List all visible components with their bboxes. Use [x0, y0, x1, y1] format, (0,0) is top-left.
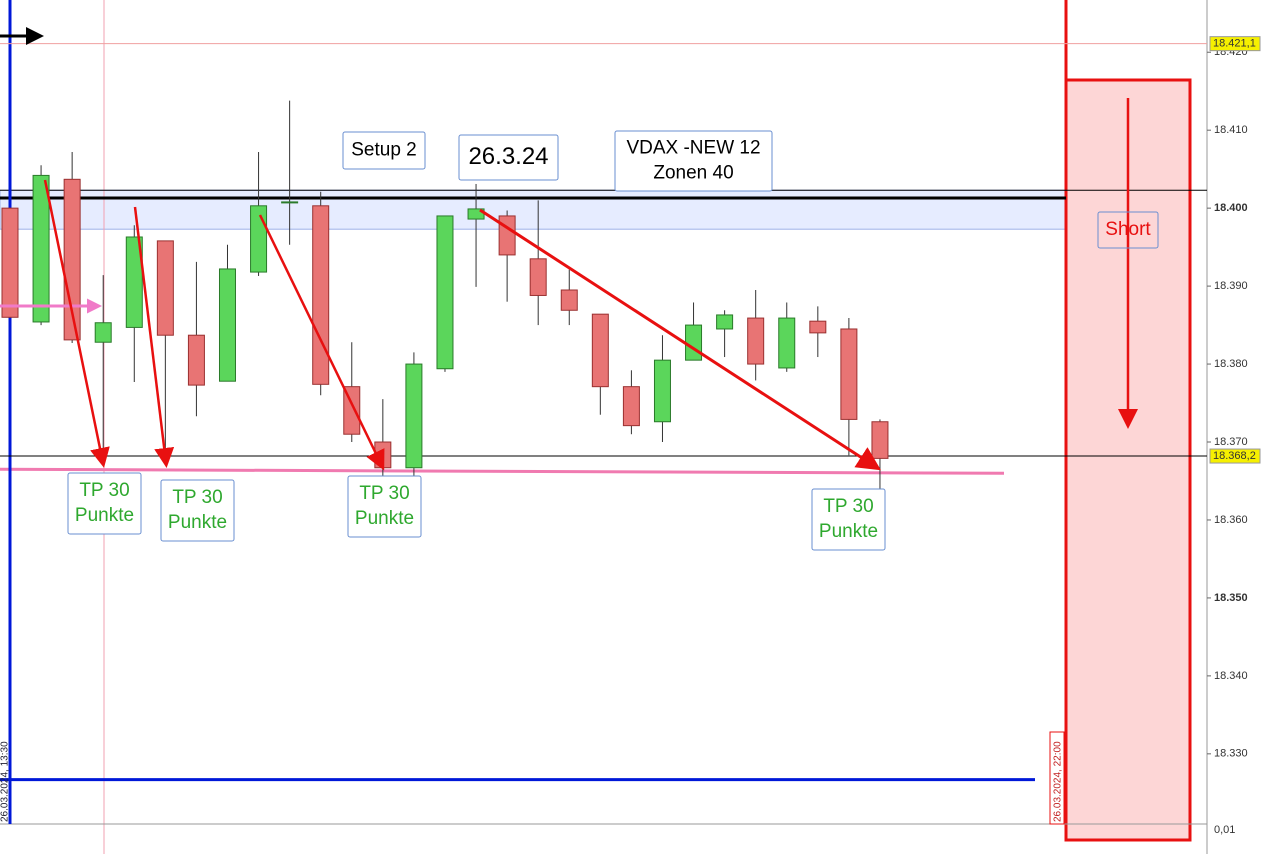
candle-body	[622, 386, 640, 427]
candle-body	[125, 236, 143, 328]
candle-body	[156, 240, 174, 336]
annotation-text: Punkte	[355, 508, 414, 529]
support-line	[0, 467, 1005, 475]
candle-body	[218, 268, 236, 382]
y-tick-label: 18.360	[1214, 514, 1248, 526]
annotation-text: TP 30	[79, 480, 129, 501]
annotation-box	[1097, 211, 1159, 249]
y-tick-label: 18.350	[1214, 592, 1248, 604]
candle-body	[685, 324, 703, 361]
annotation-box	[342, 131, 426, 170]
y-tick-label: 18.410	[1214, 124, 1248, 136]
arrow	[258, 214, 385, 471]
annotation-text: 26.3.24	[468, 143, 548, 170]
candle-body	[809, 320, 827, 334]
candle-body	[32, 174, 50, 323]
candle-body	[747, 317, 765, 365]
annotation-box	[811, 488, 886, 551]
candle-body	[529, 258, 547, 296]
annotation-box	[458, 134, 559, 181]
annotation-text: Punkte	[819, 521, 878, 542]
marks	[1, 100, 889, 538]
annotation-box	[614, 130, 773, 192]
price-tag	[1209, 36, 1261, 52]
candle-body	[653, 359, 671, 423]
candle-body	[498, 215, 516, 256]
candle-body	[778, 317, 796, 369]
candle-body	[716, 314, 734, 330]
lower-pane-label: 0,01	[1214, 824, 1235, 836]
candle-body	[840, 328, 858, 420]
candle-body	[312, 205, 330, 385]
arrow	[43, 179, 110, 468]
candle-body	[281, 201, 299, 204]
zone	[0, 189, 1067, 230]
candle-body	[871, 421, 889, 459]
annotation-text: TP 30	[823, 496, 873, 517]
overlay: Setup 2 26.3.24 VDAX -NEW 12 Zonen 40 TP 30 P…	[0, 27, 1159, 551]
y-tick-label: 18.330	[1214, 748, 1248, 760]
date-label: 26.03.2024, 13:30	[0, 741, 11, 822]
date-box	[1049, 731, 1065, 825]
y-tick-label: 18.390	[1214, 280, 1248, 292]
price-tag	[1209, 448, 1261, 464]
annotation-text: Punkte	[168, 512, 227, 533]
candle-body	[405, 363, 423, 469]
annotation-text: Zonen 40	[653, 162, 733, 183]
candle-body	[187, 334, 205, 386]
y-tick-label: 18.340	[1214, 670, 1248, 682]
date-label: 26.03.2024, 22:00	[1053, 741, 1064, 822]
annotation-text: Setup 2	[351, 140, 417, 161]
annotation-text: Punkte	[75, 505, 134, 526]
annotation-text: TP 30	[172, 487, 222, 508]
candle-body	[250, 205, 268, 273]
candle-body	[94, 322, 112, 343]
annotation-text: VDAX -NEW 12	[626, 138, 760, 159]
candle-body	[436, 215, 454, 370]
arrow	[479, 208, 882, 471]
price-tag-label: 18.421,1	[1213, 38, 1256, 50]
y-tick-label: 18.400	[1214, 202, 1248, 214]
annotation-text: TP 30	[359, 483, 409, 504]
annotation-box	[347, 475, 422, 538]
candle-body	[1, 207, 19, 318]
candle-body	[591, 313, 609, 388]
annotation-text: Short	[1105, 219, 1151, 240]
candle-body	[560, 289, 578, 311]
annotation-box	[160, 479, 235, 542]
candle-body	[343, 386, 361, 435]
y-tick-label: 18.380	[1214, 358, 1248, 370]
annotation-box	[67, 472, 142, 535]
arrow	[133, 206, 175, 468]
y-tick-label: 18.370	[1214, 436, 1248, 448]
candle-body	[63, 178, 81, 341]
price-tag-label: 18.368,2	[1213, 450, 1256, 462]
